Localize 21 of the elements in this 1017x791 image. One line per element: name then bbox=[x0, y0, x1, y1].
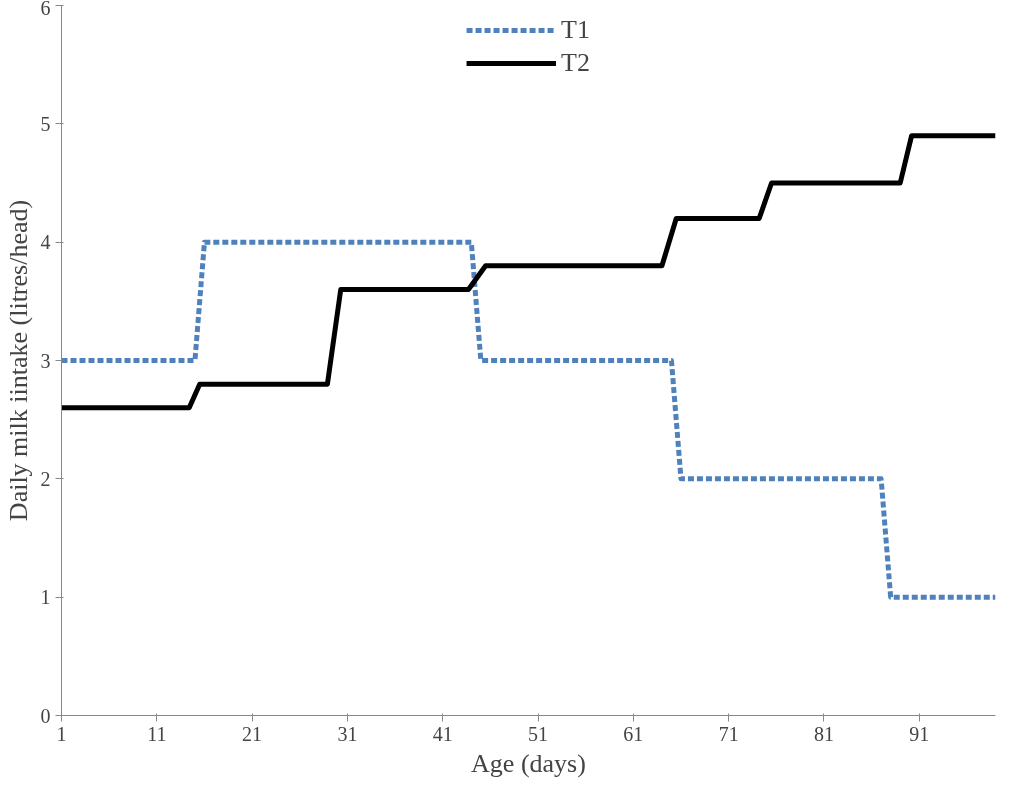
x-tick-label: 41 bbox=[432, 722, 453, 745]
y-tick-label: 3 bbox=[40, 349, 51, 372]
x-axis-title: Age (days) bbox=[471, 748, 586, 778]
legend-label: T2 bbox=[561, 48, 590, 78]
y-tick-label: 6 bbox=[40, 0, 51, 19]
x-tick-label: 1 bbox=[56, 722, 67, 745]
legend-label: T1 bbox=[561, 15, 590, 45]
x-tick-label: 31 bbox=[337, 722, 358, 745]
y-tick-label: 2 bbox=[40, 467, 51, 490]
x-tick-label: 21 bbox=[242, 722, 263, 745]
x-tick-label: 51 bbox=[528, 722, 549, 745]
y-tick-label: 0 bbox=[40, 704, 51, 727]
y-tick-label: 5 bbox=[40, 112, 51, 135]
x-tick-label: 91 bbox=[909, 722, 930, 745]
y-axis-title: Daily milk iintake (litres/head) bbox=[3, 199, 33, 522]
x-tick-label: 71 bbox=[718, 722, 739, 745]
x-tick-label: 81 bbox=[813, 722, 834, 745]
y-tick-label: 1 bbox=[40, 586, 51, 609]
x-tick-label: 11 bbox=[147, 722, 167, 745]
x-tick-label: 61 bbox=[623, 722, 644, 745]
y-tick-label: 4 bbox=[40, 231, 51, 254]
